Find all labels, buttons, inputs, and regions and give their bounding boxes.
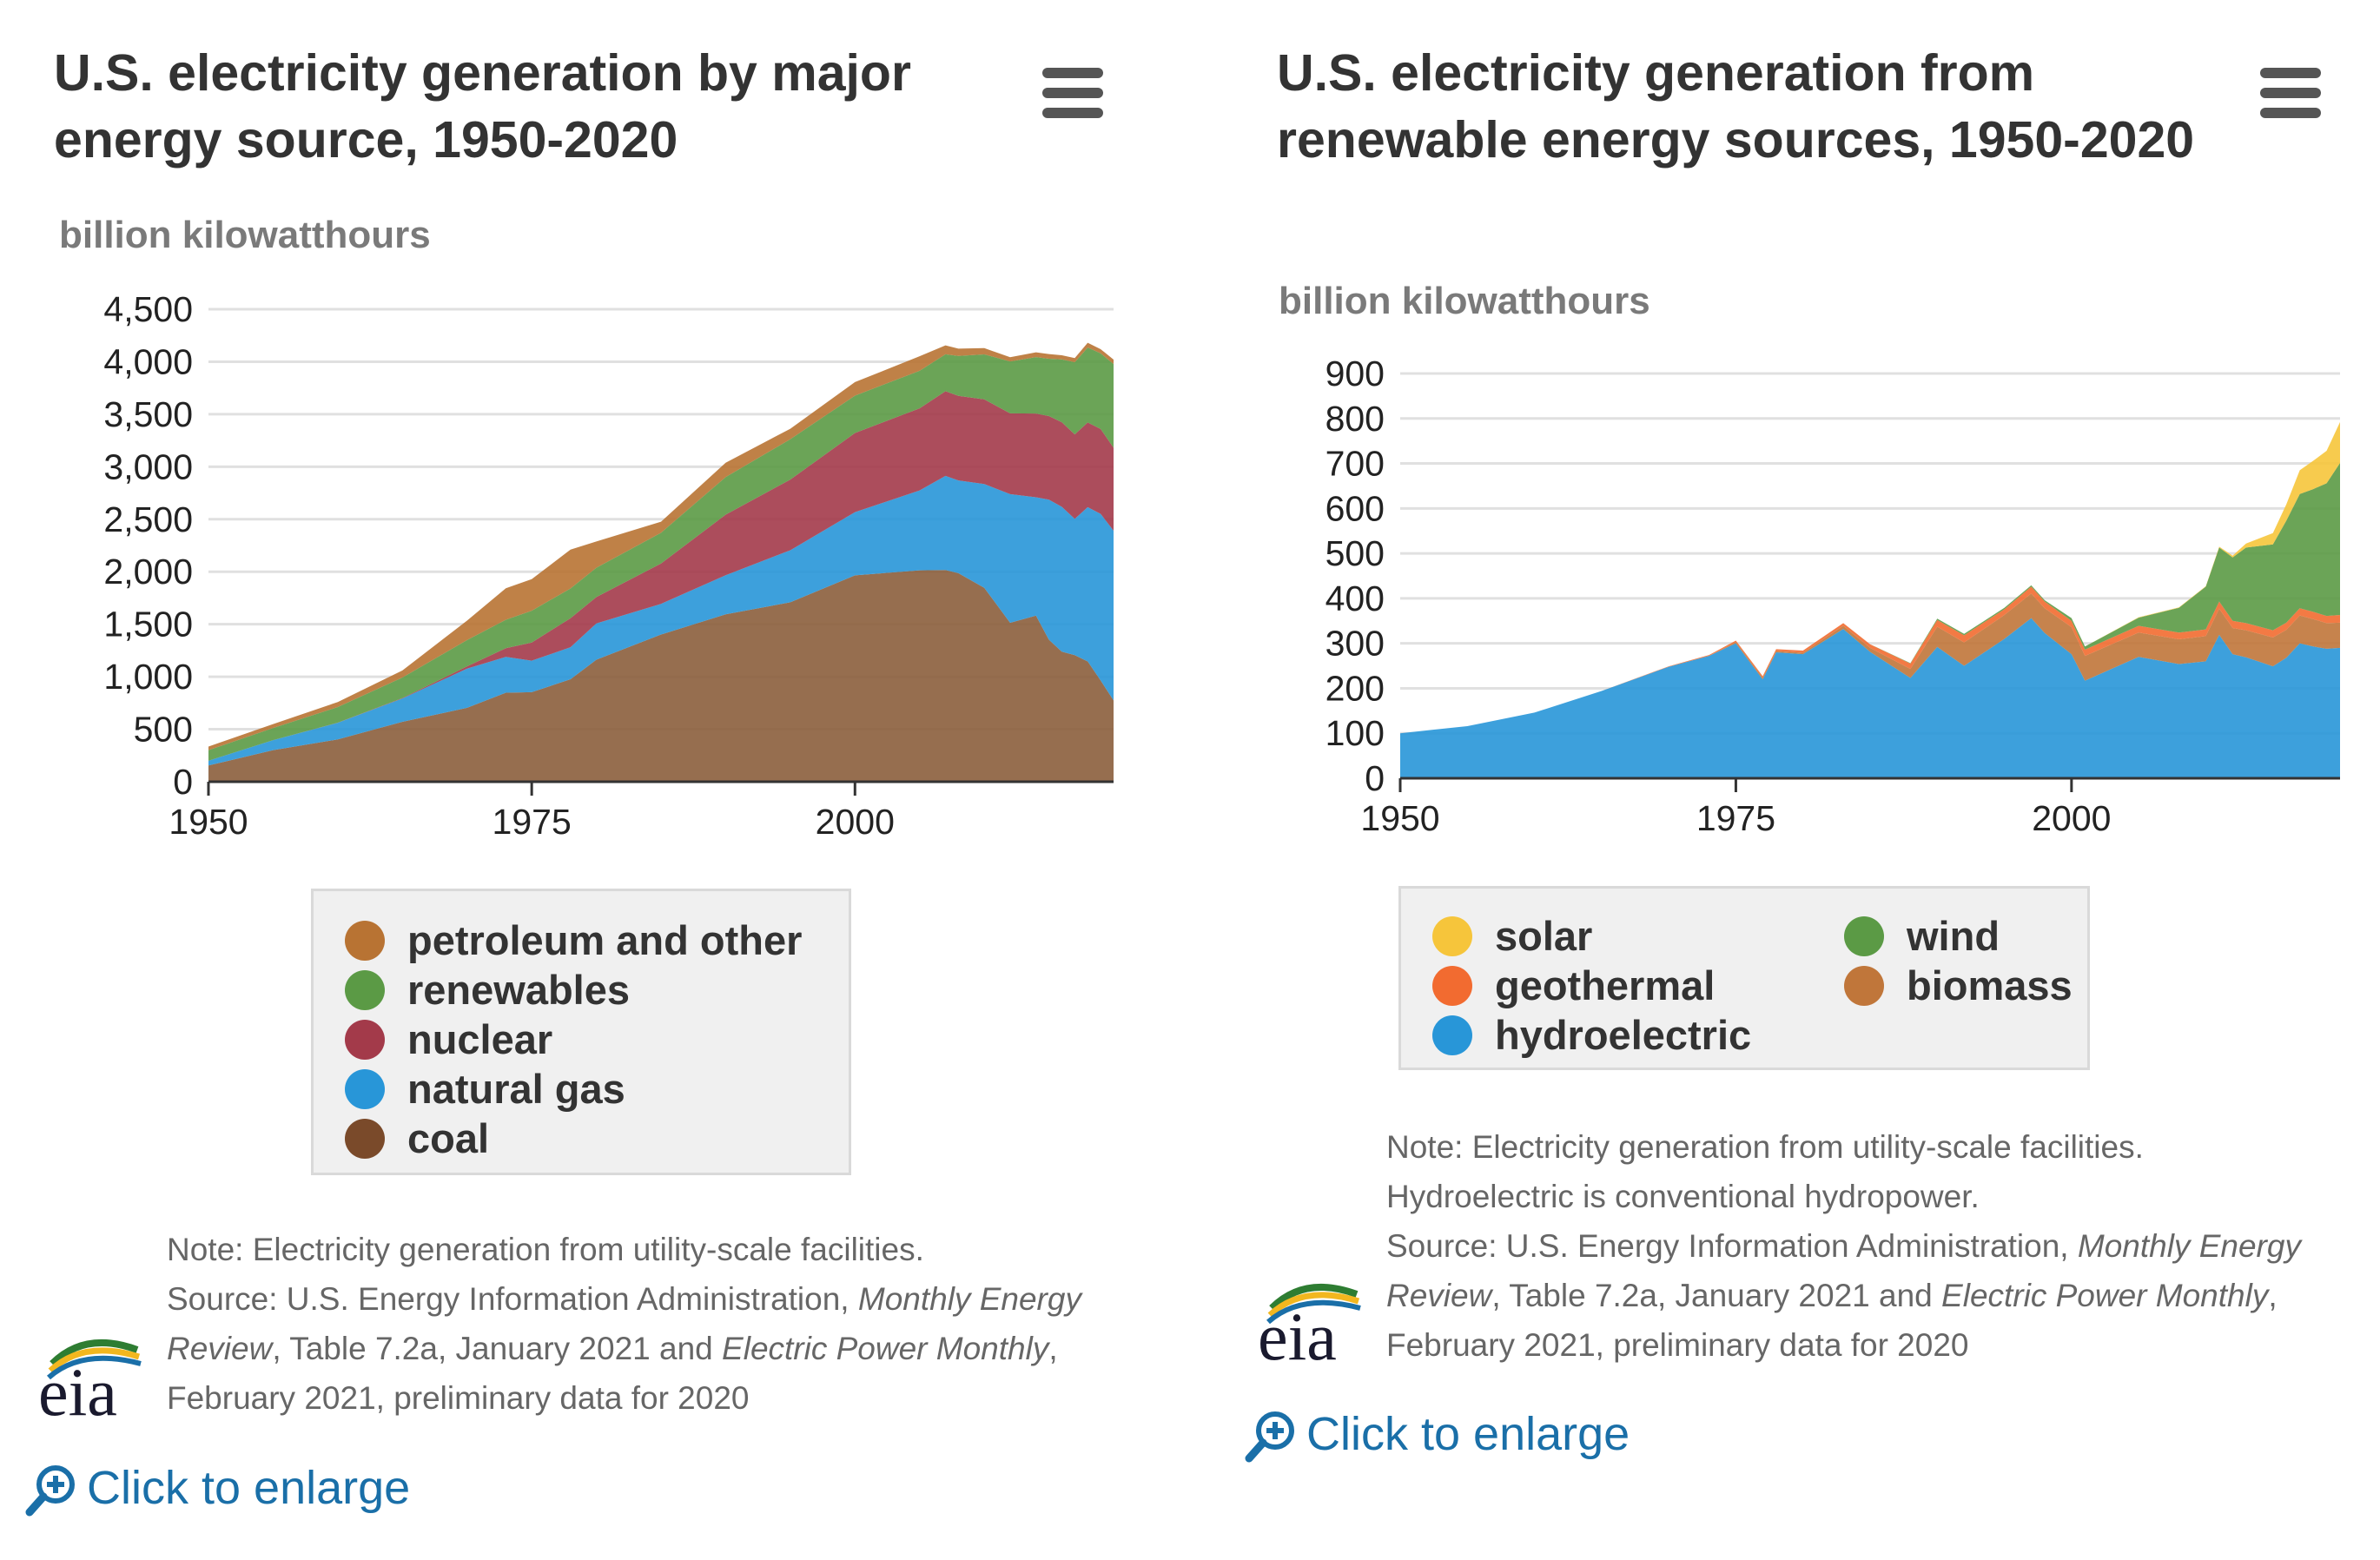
legend-label: nuclear (407, 1016, 553, 1062)
x-tick-label: 1975 (493, 802, 572, 842)
hamburger-menu-icon[interactable] (1042, 68, 1103, 118)
legend-label: wind (1907, 913, 2000, 959)
y-tick-label: 900 (1326, 354, 1385, 393)
source-prefix: Source: U.S. Energy Information Administ… (1386, 1228, 2078, 1264)
y-tick-label: 500 (134, 710, 193, 750)
area-chart-generation-by-source: 0 500 1,000 1,500 2,000 2,500 3,000 3,500 4,000 4… (103, 289, 1114, 842)
note-text: Note: Electricity generation from utilit… (167, 1232, 924, 1267)
legend-swatch-petroleum (345, 921, 385, 961)
eia-logo-swoosh-icon (47, 1339, 142, 1379)
legend-label: renewables (407, 967, 631, 1013)
area-series-petroleum-and-other[interactable] (208, 342, 1114, 750)
click-to-enlarge-link[interactable]: Click to enlarge (24, 1461, 410, 1519)
x-tick-label: 2000 (2032, 798, 2111, 838)
legend-label: natural gas (407, 1066, 625, 1112)
y-tick-label: 1,500 (103, 605, 193, 644)
chart-note: Note: Electricity generation from utilit… (1386, 1122, 2368, 1370)
y-tick-label: 1,000 (103, 657, 193, 697)
x-tick-label: 1975 (1696, 798, 1775, 838)
legend-swatch-natural-gas (345, 1069, 385, 1109)
y-tick-label: 4,000 (103, 341, 193, 381)
legend-label: coal (407, 1115, 490, 1161)
y-tick-label: 4,500 (103, 289, 193, 329)
source-title-1: Monthly Energy Review (1386, 1228, 2301, 1313)
legend: petroleum and other renewables nuclear n… (311, 889, 851, 1175)
area-series-natural-gas[interactable] (208, 475, 1114, 766)
source-text: Source: U.S. Energy Information Administ… (1386, 1221, 2368, 1370)
click-to-enlarge-link[interactable]: Click to enlarge (1244, 1407, 1630, 1465)
y-tick-label: 400 (1326, 578, 1385, 618)
y-tick-label: 300 (1326, 624, 1385, 664)
legend-swatch-hydroelectric (1432, 1015, 1472, 1055)
y-tick-label: 0 (173, 762, 193, 802)
source-title-2: Electric Power Monthly (1941, 1278, 2269, 1313)
y-axis-unit-label: billion kilowatthours (59, 214, 431, 256)
y-tick-label: 2,500 (103, 499, 193, 539)
y-tick-label: 800 (1326, 399, 1385, 439)
area-series-renewables[interactable] (208, 347, 1114, 761)
note-text-2: Hydroelectric is conventional hydropower… (1386, 1179, 1980, 1214)
x-tick-label: 1950 (1360, 798, 1439, 838)
legend-swatch-wind (1844, 916, 1884, 956)
y-axis-unit-label: billion kilowatthours (1279, 280, 1650, 322)
y-tick-label: 700 (1326, 444, 1385, 484)
eia-logo-text: eia (1258, 1299, 1337, 1374)
hamburger-menu-icon[interactable] (2260, 68, 2321, 118)
legend-swatch-solar (1432, 916, 1472, 956)
legend-label: biomass (1907, 962, 2073, 1008)
eia-logo: eia (1253, 1272, 1365, 1376)
source-suffix: , February 2021, preliminary data for 20… (1386, 1278, 2278, 1363)
source-text: Source: U.S. Energy Information Administ… (167, 1274, 1157, 1423)
eia-logo: eia (33, 1327, 146, 1431)
x-tick-label: 1950 (169, 802, 248, 842)
y-tick-label: 100 (1326, 713, 1385, 753)
note-text: Note: Electricity generation from utilit… (1386, 1129, 2144, 1165)
eia-logo-swoosh-icon (1266, 1283, 1361, 1324)
legend: solar wind geothermal biomass hydroelect… (1398, 886, 2090, 1070)
legend-swatch-geothermal (1432, 966, 1472, 1006)
area-series-hydroelectric[interactable] (1400, 618, 2340, 778)
zoom-in-icon (25, 1464, 75, 1517)
legend-label: hydroelectric (1495, 1012, 1752, 1058)
y-tick-label: 3,000 (103, 446, 193, 486)
legend-swatch-renewables (345, 970, 385, 1010)
x-tick-label: 2000 (816, 802, 895, 842)
y-tick-label: 0 (1365, 758, 1385, 798)
source-title-1: Monthly Energy Review (167, 1281, 1081, 1366)
click-to-enlarge-label: Click to enlarge (1306, 1408, 1630, 1460)
y-tick-label: 2,000 (103, 552, 193, 592)
legend-swatch-biomass (1844, 966, 1884, 1006)
click-to-enlarge-label: Click to enlarge (87, 1462, 411, 1514)
y-tick-label: 500 (1326, 533, 1385, 573)
area-series-coal[interactable] (208, 570, 1114, 782)
source-prefix: Source: U.S. Energy Information Administ… (167, 1281, 858, 1317)
legend-label: solar (1495, 913, 1593, 959)
legend-label: petroleum and other (407, 917, 803, 963)
y-tick-label: 600 (1326, 488, 1385, 528)
source-mid: , Table 7.2a, January 2021 and (272, 1331, 723, 1366)
chart-panel-generation-by-source: U.S. electricity generation by major ene… (24, 44, 1157, 1519)
chart-note: Note: Electricity generation from utilit… (167, 1225, 1157, 1423)
chart-panel-renewable-sources: U.S. electricity generation from renewab… (1190, 0, 2380, 1560)
legend-swatch-coal (345, 1119, 385, 1159)
y-tick-label: 3,500 (103, 394, 193, 434)
area-series-nuclear[interactable] (208, 391, 1114, 761)
source-mid: , Table 7.2a, January 2021 and (1491, 1278, 1942, 1313)
zoom-in-icon (1245, 1411, 1294, 1463)
source-suffix: , February 2021, preliminary data for 20… (167, 1331, 1058, 1416)
eia-logo-text: eia (38, 1354, 117, 1430)
legend-swatch-nuclear (345, 1020, 385, 1060)
legend-label: geothermal (1495, 962, 1716, 1008)
chart-title: U.S. electricity generation by major ene… (54, 44, 911, 169)
chart-title: U.S. electricity generation from renewab… (1277, 44, 2195, 169)
y-tick-label: 200 (1326, 668, 1385, 708)
source-title-2: Electric Power Monthly (722, 1331, 1049, 1366)
